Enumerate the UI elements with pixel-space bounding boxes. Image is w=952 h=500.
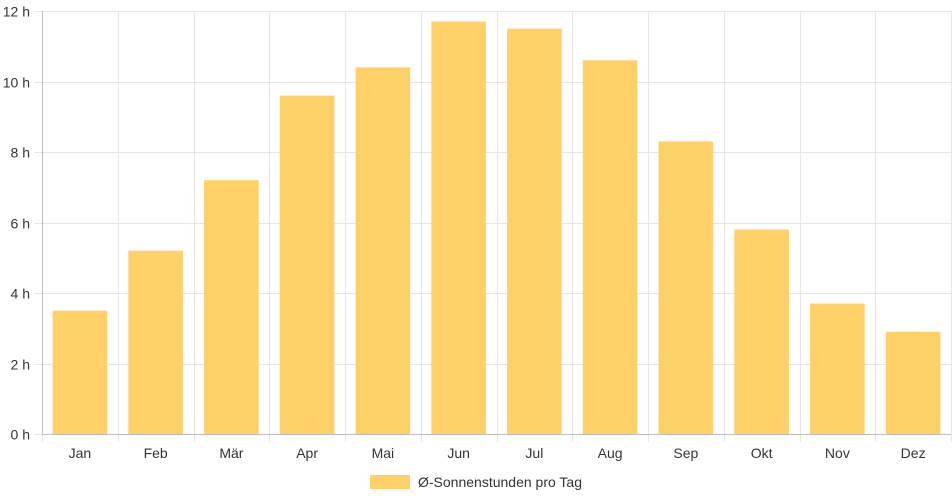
y-tick-label: 10 h (3, 75, 30, 91)
bar-chart: 0 h 2 h 4 h 6 h 8 h 10 h 12 h Jan Feb Mär Apr Mai Ju… (3, 4, 952, 461)
bar-dez (885, 331, 941, 434)
x-tick-label: Feb (144, 445, 168, 461)
y-tick-label: 8 h (11, 145, 30, 161)
y-tick-label: 0 h (11, 427, 30, 443)
legend-swatch (370, 475, 410, 489)
y-tick-label: 12 h (3, 4, 30, 20)
x-tick-label: Nov (825, 445, 850, 461)
x-tick-label: Mär (219, 445, 243, 461)
axes: 0 h 2 h 4 h 6 h 8 h 10 h 12 h Jan Feb Mär Apr Mai Ju… (3, 4, 951, 461)
x-tick-label: Okt (751, 445, 773, 461)
bar-mai (355, 67, 411, 435)
legend-label: Ø-Sonnenstunden pro Tag (418, 474, 582, 490)
bar-sep (658, 141, 714, 435)
x-tick-label: Sep (673, 445, 698, 461)
legend: Ø-Sonnenstunden pro Tag (0, 470, 952, 494)
y-tick-label: 2 h (11, 357, 30, 373)
bars (52, 21, 941, 435)
bar-aug (582, 60, 638, 434)
bar-jun (431, 21, 486, 434)
y-tick-label: 6 h (11, 216, 30, 232)
x-tick-label: Mai (372, 445, 395, 461)
x-tick-label: Apr (296, 445, 318, 461)
x-tick-label: Jun (447, 445, 470, 461)
bar-jul (507, 28, 562, 434)
bar-mär (204, 180, 259, 434)
x-tick-label: Jan (69, 445, 92, 461)
x-tick-label: Dez (901, 445, 926, 461)
bar-apr (279, 95, 335, 434)
bar-okt (734, 229, 789, 434)
bar-nov (810, 303, 865, 434)
y-tick-label: 4 h (11, 286, 30, 302)
bar-jan (52, 310, 108, 434)
x-tick-label: Aug (598, 445, 623, 461)
x-tick-label: Jul (525, 445, 543, 461)
bar-feb (128, 250, 183, 434)
grid-lines (34, 11, 952, 442)
